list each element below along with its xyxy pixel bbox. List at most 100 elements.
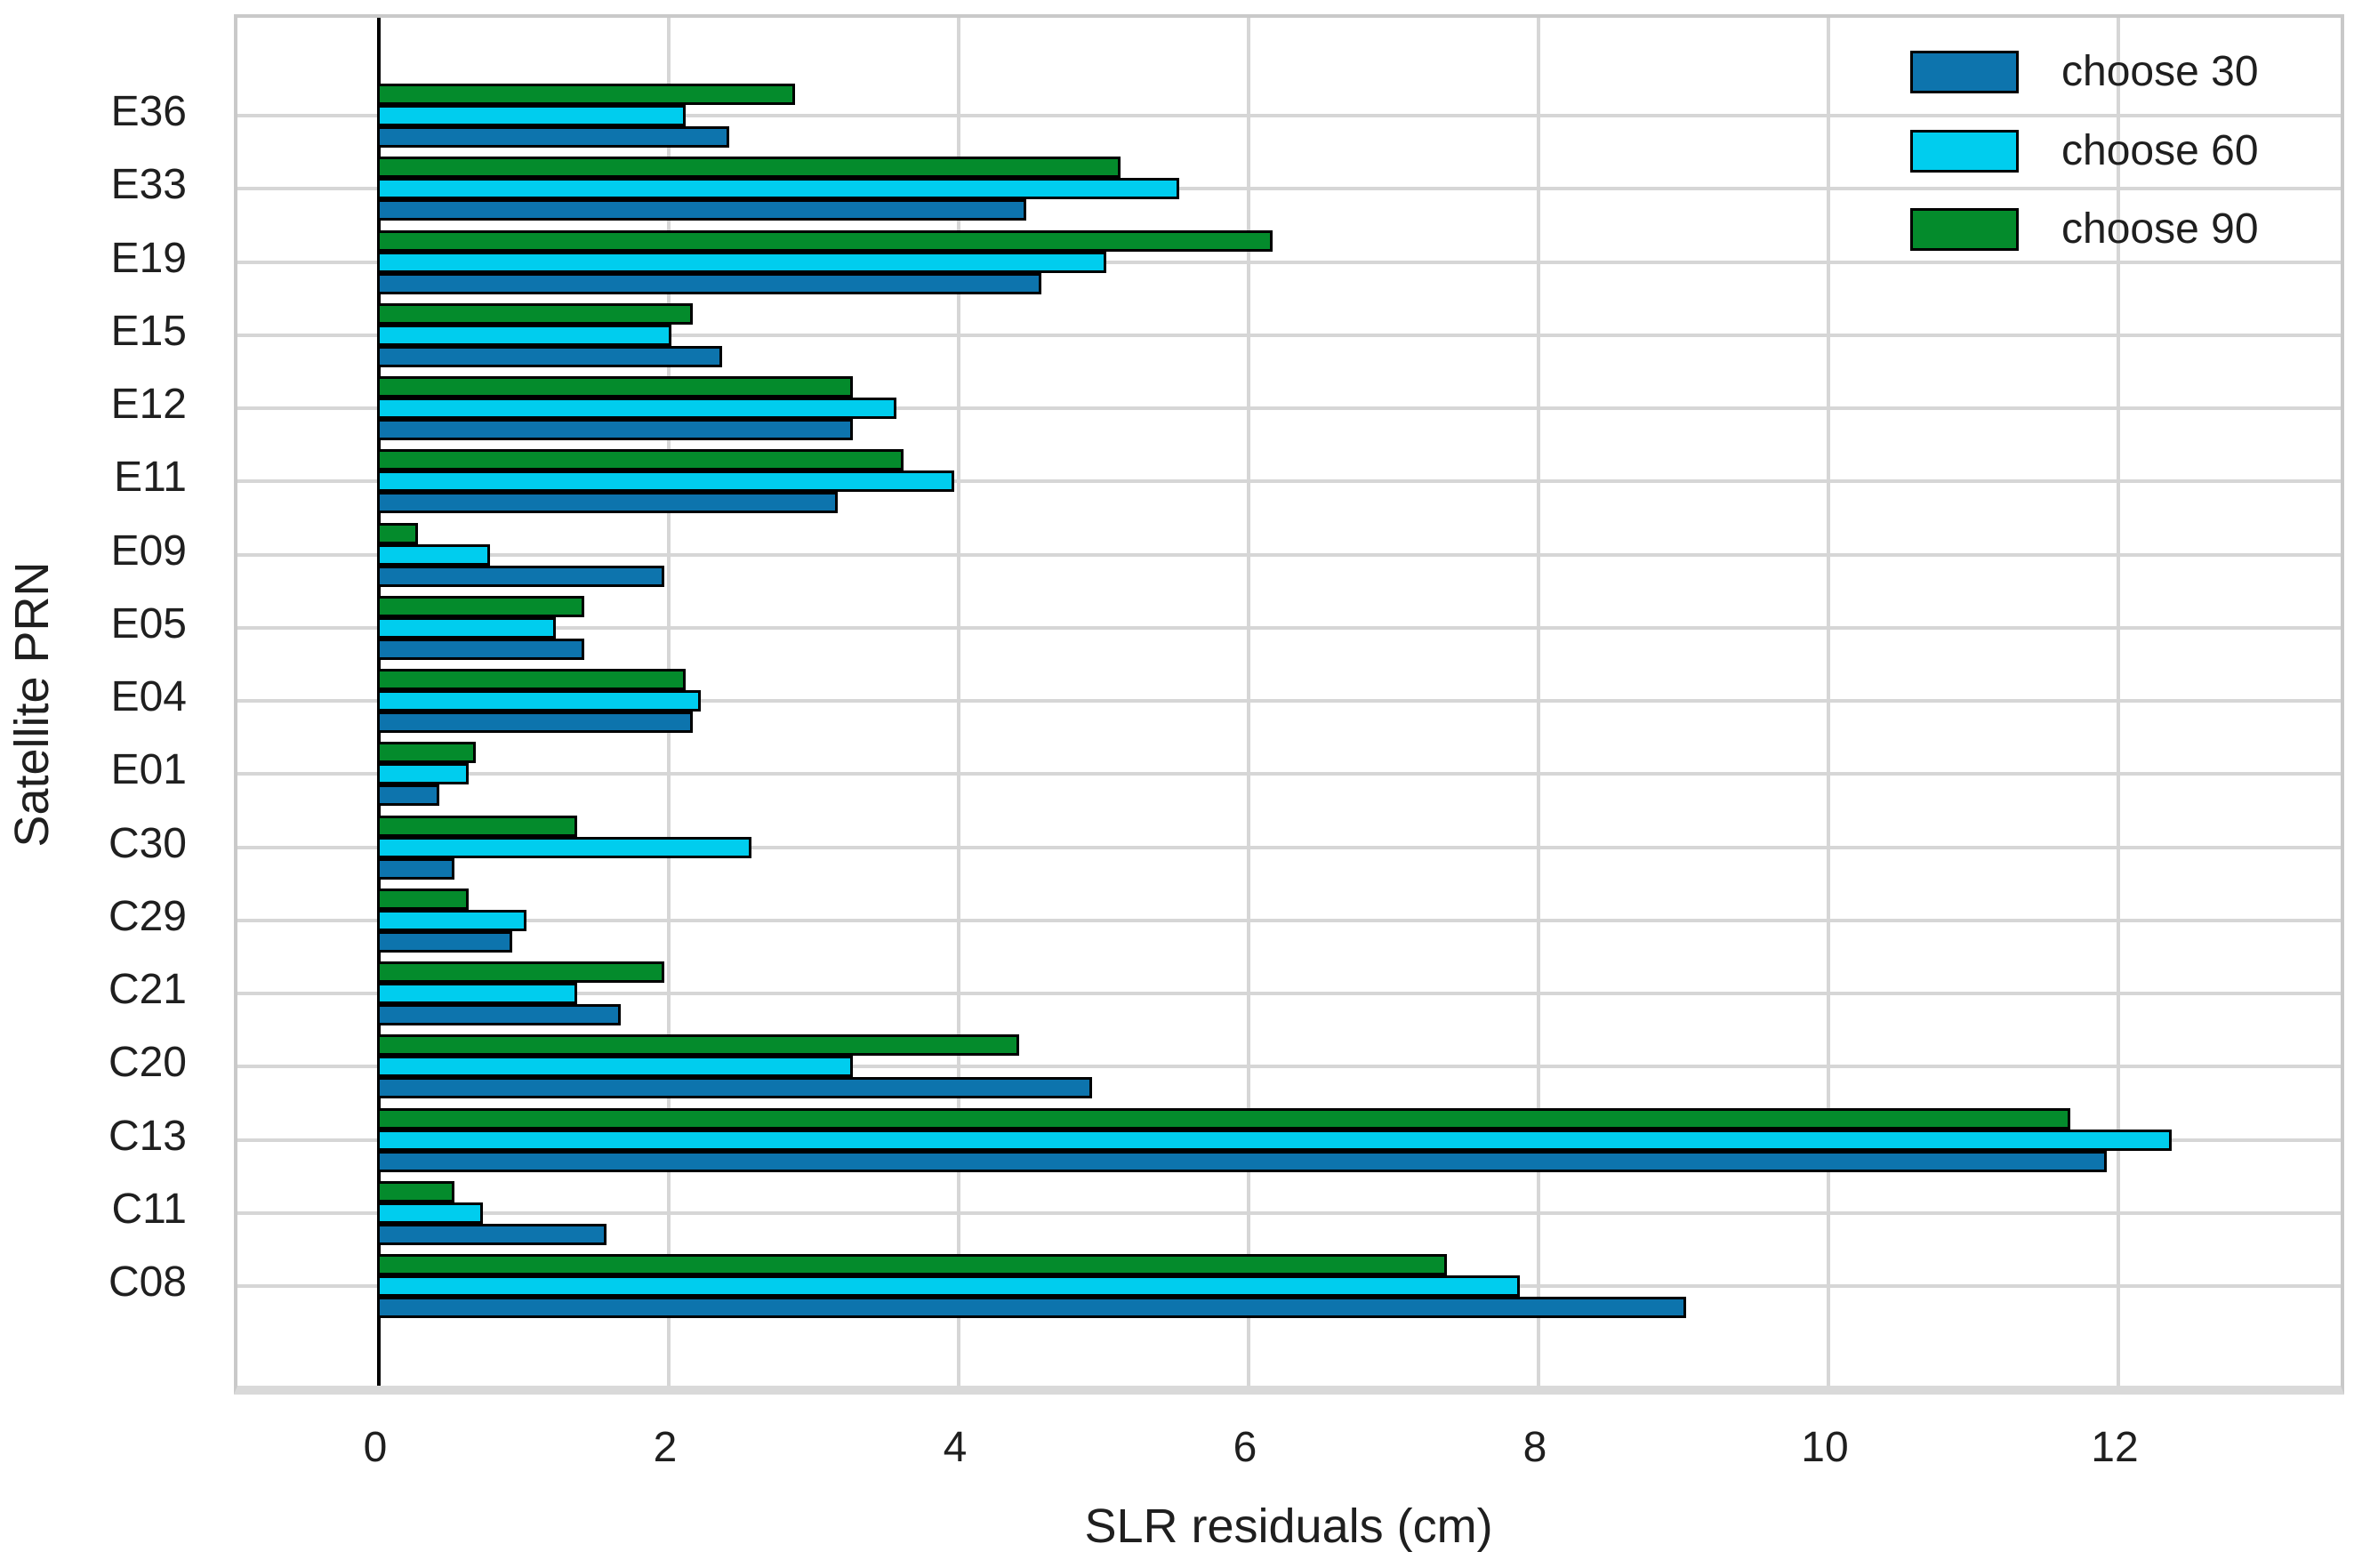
bar-E36-choose-60	[377, 105, 687, 126]
y-tick-label-E11: E11	[114, 454, 187, 502]
bar-E33-choose-30	[377, 199, 1027, 221]
bar-C13-choose-30	[377, 1150, 2107, 1172]
bar-C30-choose-30	[377, 857, 454, 880]
legend-swatch-choose-90	[1910, 208, 2019, 251]
x-tick-label-2: 2	[653, 1424, 678, 1471]
bar-C29-choose-90	[377, 888, 469, 910]
y-tick-label-E05: E05	[110, 599, 187, 647]
horizontal-gridline	[237, 114, 2341, 117]
horizontal-gridline	[237, 1210, 2341, 1215]
bar-E04-choose-90	[377, 669, 687, 690]
bar-C11-choose-30	[377, 1223, 607, 1245]
bar-E01-choose-30	[377, 784, 440, 807]
y-tick-label-E01: E01	[110, 746, 187, 794]
bar-C08-choose-60	[377, 1275, 1520, 1297]
x-tick-label-12: 12	[2091, 1424, 2139, 1471]
y-tick-label-E19: E19	[110, 234, 187, 282]
bar-E15-choose-90	[377, 302, 694, 325]
bar-E05-choose-60	[377, 616, 556, 639]
bar-E05-choose-90	[377, 595, 585, 617]
y-tick-label-C20: C20	[108, 1039, 187, 1087]
bar-C08-choose-90	[377, 1254, 1448, 1275]
horizontal-gridline	[237, 260, 2341, 264]
bar-E09-choose-30	[377, 565, 664, 587]
bar-C21-choose-60	[377, 983, 578, 1004]
bar-E11-choose-90	[377, 449, 904, 471]
bar-E05-choose-30	[377, 638, 585, 660]
horizontal-gridline	[237, 1065, 2341, 1069]
y-tick-label-E33: E33	[110, 161, 187, 209]
bar-E11-choose-30	[377, 492, 839, 514]
y-tick-label-C11: C11	[111, 1185, 188, 1233]
bar-C29-choose-60	[377, 909, 526, 931]
bar-C20-choose-60	[377, 1056, 853, 1078]
horizontal-gridline	[237, 333, 2341, 337]
horizontal-gridline	[237, 992, 2341, 995]
x-tick-label-8: 8	[1522, 1424, 1547, 1471]
bar-E19-choose-60	[377, 251, 1106, 273]
x-tick-label-0: 0	[363, 1424, 388, 1471]
y-tick-label-C21: C21	[108, 966, 187, 1013]
horizontal-gridline	[237, 625, 2341, 630]
horizontal-gridline	[237, 479, 2341, 484]
bar-C21-choose-30	[377, 1004, 621, 1025]
bar-C20-choose-30	[377, 1077, 1092, 1099]
bar-C30-choose-90	[377, 815, 578, 837]
y-tick-label-E36: E36	[110, 88, 187, 135]
bar-E09-choose-90	[377, 522, 418, 544]
y-axis-title: Satellite PRN	[5, 561, 59, 848]
horizontal-gridline	[237, 406, 2341, 410]
y-tick-label-C13: C13	[108, 1112, 187, 1160]
y-tick-label-E04: E04	[110, 673, 187, 720]
bar-E15-choose-30	[377, 345, 723, 367]
x-tick-label-4: 4	[943, 1424, 968, 1471]
bar-C21-choose-90	[377, 961, 664, 983]
bar-E19-choose-30	[377, 272, 1041, 294]
y-tick-label-E09: E09	[110, 527, 187, 575]
horizontal-gridline	[237, 772, 2341, 776]
bar-E01-choose-60	[377, 763, 469, 785]
bar-C30-choose-60	[377, 836, 751, 858]
bar-C29-choose-30	[377, 930, 512, 953]
plot-area	[234, 14, 2344, 1395]
bar-C08-choose-30	[377, 1297, 1686, 1318]
y-tick-label-C08: C08	[108, 1258, 187, 1306]
legend-label-choose-90: choose 90	[2061, 205, 2259, 253]
bar-C20-choose-90	[377, 1034, 1020, 1057]
horizontal-gridline	[237, 187, 2341, 191]
bar-E12-choose-90	[377, 376, 853, 398]
y-tick-label-E12: E12	[110, 381, 187, 428]
bar-E19-choose-90	[377, 229, 1273, 252]
bar-E15-choose-60	[377, 324, 671, 346]
bar-E33-choose-90	[377, 157, 1121, 179]
horizontal-gridline	[237, 845, 2341, 849]
legend-label-choose-60: choose 60	[2061, 127, 2259, 174]
bar-E36-choose-30	[377, 126, 730, 148]
x-axis-title: SLR residuals (cm)	[1084, 1500, 1493, 1553]
bar-E12-choose-30	[377, 419, 853, 440]
y-tick-label-C29: C29	[108, 892, 187, 940]
bar-E09-choose-60	[377, 543, 491, 566]
bar-C11-choose-60	[377, 1202, 484, 1224]
y-tick-label-E15: E15	[110, 307, 187, 355]
legend-swatch-choose-60	[1910, 130, 2019, 173]
y-tick-label-C30: C30	[108, 819, 187, 867]
legend-swatch-choose-30	[1910, 51, 2019, 93]
x-tick-label-6: 6	[1233, 1424, 1257, 1471]
bar-E11-choose-60	[377, 470, 954, 493]
horizontal-gridline	[237, 918, 2341, 922]
bar-E12-choose-60	[377, 398, 896, 419]
bar-C13-choose-60	[377, 1129, 2173, 1151]
bar-C13-choose-90	[377, 1107, 2070, 1130]
horizontal-gridline	[237, 552, 2341, 557]
bar-C11-choose-90	[377, 1180, 454, 1202]
bar-E01-choose-90	[377, 742, 476, 764]
bar-E04-choose-30	[377, 712, 694, 733]
horizontal-gridline	[237, 699, 2341, 703]
legend-label-choose-30: choose 30	[2061, 48, 2259, 95]
bar-E04-choose-60	[377, 690, 701, 712]
bar-E33-choose-60	[377, 178, 1179, 200]
bar-E36-choose-90	[377, 84, 795, 105]
x-tick-label-10: 10	[1801, 1424, 1849, 1471]
